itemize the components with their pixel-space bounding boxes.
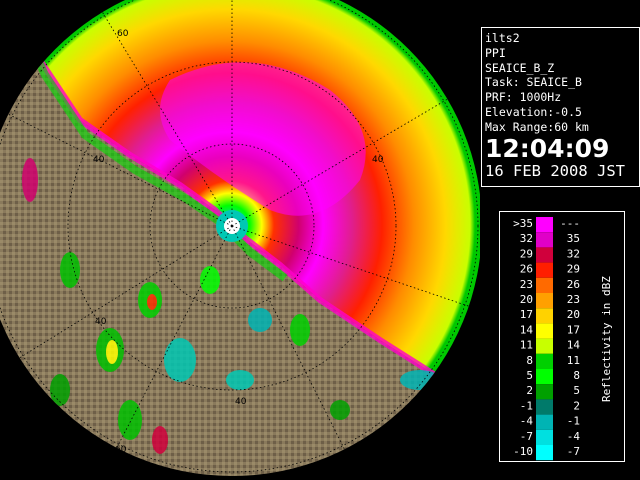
legend-swatch (536, 232, 553, 248)
scan-date: 16 FEB 2008 JST (485, 161, 625, 180)
legend-high-value: 29 (567, 263, 580, 276)
legend-low-value: -4 (520, 415, 534, 428)
legend-high-value: 5 (573, 384, 580, 397)
legend-swatch (536, 384, 553, 400)
legend-swatch (536, 323, 553, 339)
legend-low-value: -10 (513, 445, 533, 458)
legend-swatch (536, 293, 553, 309)
legend-high-value: 23 (567, 293, 580, 306)
legend-high-value: --- (560, 217, 580, 230)
legend-low-value: 32 (520, 232, 533, 245)
product-name: SEAICE_B_Z (485, 60, 555, 75)
legend-high-value: 11 (567, 354, 580, 367)
legend-low-value: 2 (526, 384, 533, 397)
legend-color-scale: >35 --- 32 35 29 32 26 29 23 26 20 23 17 20 14 17 11 14 8 1… (513, 217, 613, 461)
land-echo-cells (22, 158, 440, 454)
site-name: ilts2 (485, 31, 520, 45)
legend-swatch (536, 308, 553, 324)
range-label: 60 (355, 445, 367, 455)
legend-low-value: >35 (513, 217, 533, 230)
range-label: 60 (117, 29, 129, 39)
range-label: 40 (372, 155, 384, 165)
scan-info-panel: ilts2 PPI SEAICE_B_Z Task: SEAICE_B PRF:… (481, 27, 640, 187)
task-name: Task: SEAICE_B (485, 75, 582, 90)
legend-swatch (536, 277, 553, 293)
legend-low-value: 26 (520, 263, 533, 276)
legend-axis-label: Reflectivity in dBZ (600, 276, 613, 402)
legend-low-value: 17 (520, 308, 533, 321)
legend-swatch (536, 445, 553, 461)
legend-low-value: -1 (520, 399, 533, 412)
legend-high-value: 14 (567, 339, 581, 352)
legend-swatch (536, 338, 553, 354)
legend-high-value: 26 (567, 278, 580, 291)
range-label: 40 (93, 155, 105, 165)
legend-swatch (536, 247, 553, 263)
elevation-value: Elevation:-0.5 (485, 104, 582, 119)
radar-ppi-display[interactable]: 60 40 40 40 40 60 60 (0, 0, 480, 480)
legend-low-value: 8 (526, 354, 533, 367)
legend-swatch (536, 369, 553, 385)
legend-high-value: -1 (567, 415, 580, 428)
legend-high-value: 32 (567, 247, 580, 260)
scan-time: 12:04:09 (485, 133, 610, 163)
reflectivity-legend: >35 --- 32 35 29 32 26 29 23 26 20 23 17 20 14 17 11 14 8 1… (499, 211, 625, 462)
legend-high-value: 8 (573, 369, 580, 382)
legend-low-value: 14 (520, 323, 534, 336)
legend-swatch (536, 429, 553, 445)
legend-high-value: 2 (573, 399, 580, 412)
legend-low-value: 29 (520, 247, 533, 260)
legend-swatch (536, 217, 553, 233)
legend-low-value: -7 (520, 430, 533, 443)
legend-low-value: 23 (520, 278, 533, 291)
legend-high-value: 20 (567, 308, 580, 321)
max-range-value: Max Range:60 km (485, 119, 589, 134)
legend-high-value: 17 (567, 323, 580, 336)
legend-low-value: 20 (520, 293, 533, 306)
range-label: 40 (235, 397, 247, 407)
legend-low-value: 5 (526, 369, 533, 382)
legend-high-value: -7 (567, 445, 580, 458)
high-reflectivity-band (160, 62, 366, 216)
legend-swatch (536, 414, 553, 430)
radial-lines (0, 0, 480, 480)
legend-swatch (536, 262, 553, 278)
legend-low-value: 11 (520, 339, 533, 352)
legend-swatch (536, 353, 553, 369)
range-label: 60 (115, 445, 127, 455)
scan-type: PPI (485, 45, 506, 60)
legend-high-value: -4 (567, 430, 581, 443)
legend-swatch (536, 399, 553, 415)
legend-high-value: 35 (567, 232, 580, 245)
range-label: 40 (95, 317, 107, 327)
prf-value: PRF: 1000Hz (485, 90, 562, 105)
